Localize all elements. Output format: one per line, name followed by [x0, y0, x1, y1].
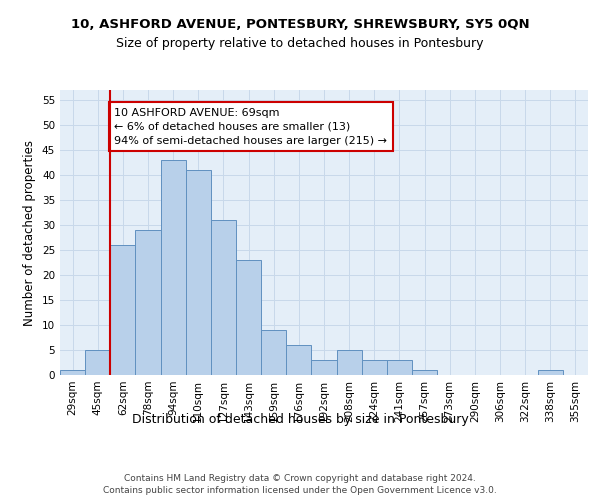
- Bar: [311, 360, 337, 375]
- Bar: [186, 170, 211, 375]
- Bar: [60, 370, 85, 375]
- Bar: [387, 360, 412, 375]
- Bar: [136, 230, 161, 375]
- Text: 10, ASHFORD AVENUE, PONTESBURY, SHREWSBURY, SY5 0QN: 10, ASHFORD AVENUE, PONTESBURY, SHREWSBU…: [71, 18, 529, 30]
- Text: Contains HM Land Registry data © Crown copyright and database right 2024.
Contai: Contains HM Land Registry data © Crown c…: [103, 474, 497, 495]
- Bar: [211, 220, 236, 375]
- Bar: [362, 360, 387, 375]
- Bar: [161, 160, 186, 375]
- Text: Distribution of detached houses by size in Pontesbury: Distribution of detached houses by size …: [131, 412, 469, 426]
- Bar: [337, 350, 362, 375]
- Bar: [236, 260, 261, 375]
- Text: Size of property relative to detached houses in Pontesbury: Size of property relative to detached ho…: [116, 38, 484, 51]
- Text: 10 ASHFORD AVENUE: 69sqm
← 6% of detached houses are smaller (13)
94% of semi-de: 10 ASHFORD AVENUE: 69sqm ← 6% of detache…: [114, 108, 387, 146]
- Bar: [85, 350, 110, 375]
- Bar: [286, 345, 311, 375]
- Y-axis label: Number of detached properties: Number of detached properties: [23, 140, 37, 326]
- Bar: [412, 370, 437, 375]
- Bar: [261, 330, 286, 375]
- Bar: [110, 245, 136, 375]
- Bar: [538, 370, 563, 375]
